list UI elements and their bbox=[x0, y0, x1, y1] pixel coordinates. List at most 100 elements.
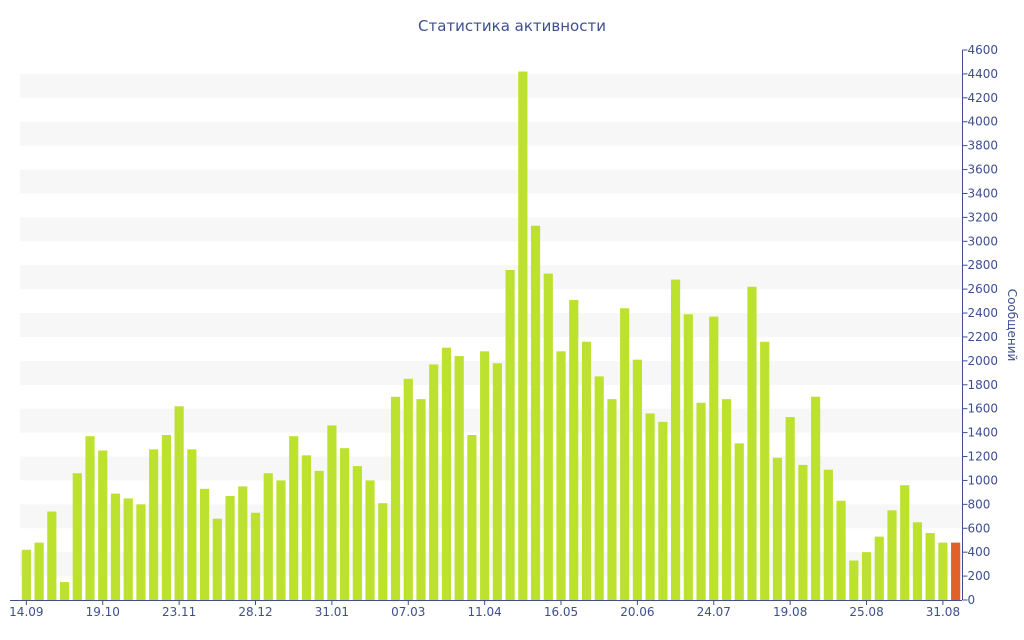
bar[interactable] bbox=[391, 397, 400, 600]
bar[interactable] bbox=[786, 417, 795, 600]
bar[interactable] bbox=[531, 226, 540, 600]
bar[interactable] bbox=[340, 448, 349, 600]
y-tick-label: 1600 bbox=[968, 402, 999, 416]
bar[interactable] bbox=[849, 561, 858, 600]
bar[interactable] bbox=[913, 522, 922, 600]
bar[interactable] bbox=[365, 480, 374, 600]
y-axis: 0200400600800100012001400160018002000220… bbox=[963, 43, 999, 607]
bar[interactable] bbox=[836, 501, 845, 600]
grid-band bbox=[20, 313, 962, 337]
bar[interactable] bbox=[162, 435, 171, 600]
bar[interactable] bbox=[506, 270, 515, 600]
bar[interactable] bbox=[556, 351, 565, 600]
bar[interactable] bbox=[455, 356, 464, 600]
bar[interactable] bbox=[225, 496, 234, 600]
bar[interactable] bbox=[696, 403, 705, 600]
bar[interactable] bbox=[900, 485, 909, 600]
grid-band bbox=[20, 552, 962, 576]
bar[interactable] bbox=[646, 413, 655, 600]
y-tick-label: 1200 bbox=[968, 450, 999, 464]
bar[interactable] bbox=[416, 399, 425, 600]
bar[interactable] bbox=[887, 510, 896, 600]
bar[interactable] bbox=[595, 376, 604, 600]
bar[interactable] bbox=[544, 274, 553, 600]
bar[interactable] bbox=[47, 512, 56, 600]
bar[interactable] bbox=[251, 513, 260, 600]
x-tick-label: 14.09 bbox=[9, 605, 43, 619]
x-tick-label: 20.06 bbox=[620, 605, 654, 619]
y-tick-label: 4200 bbox=[968, 91, 999, 105]
bar[interactable] bbox=[582, 342, 591, 600]
bar[interactable] bbox=[149, 449, 158, 600]
grid-band bbox=[20, 504, 962, 528]
bar[interactable] bbox=[73, 473, 82, 600]
bar[interactable] bbox=[302, 455, 311, 600]
bar[interactable] bbox=[620, 308, 629, 600]
bar[interactable] bbox=[213, 519, 222, 600]
bar[interactable] bbox=[238, 486, 247, 600]
bar[interactable] bbox=[289, 436, 298, 600]
bar[interactable] bbox=[824, 470, 833, 600]
bar[interactable] bbox=[353, 466, 362, 600]
bar[interactable] bbox=[264, 473, 273, 600]
bar[interactable] bbox=[658, 422, 667, 600]
bar[interactable] bbox=[607, 399, 616, 600]
bar[interactable] bbox=[569, 300, 578, 600]
y-tick-label: 4400 bbox=[968, 67, 999, 81]
bar[interactable] bbox=[315, 471, 324, 600]
x-tick-label: 19.08 bbox=[773, 605, 807, 619]
bar[interactable] bbox=[518, 72, 527, 600]
bar[interactable] bbox=[747, 287, 756, 600]
bar[interactable] bbox=[938, 543, 947, 600]
bar[interactable] bbox=[798, 465, 807, 600]
bar[interactable] bbox=[276, 480, 285, 600]
bar[interactable] bbox=[467, 435, 476, 600]
bar[interactable] bbox=[378, 503, 387, 600]
bar[interactable] bbox=[60, 582, 69, 600]
bar[interactable] bbox=[98, 451, 107, 600]
bar[interactable] bbox=[175, 406, 184, 600]
bar[interactable] bbox=[633, 360, 642, 600]
x-tick-label: 31.01 bbox=[315, 605, 349, 619]
bar[interactable] bbox=[187, 449, 196, 600]
bar-current[interactable] bbox=[951, 543, 960, 600]
y-tick-label: 400 bbox=[968, 545, 991, 559]
bar[interactable] bbox=[404, 379, 413, 600]
bar[interactable] bbox=[875, 537, 884, 600]
bar[interactable] bbox=[735, 443, 744, 600]
bar[interactable] bbox=[35, 543, 44, 600]
chart-title: Статистика активности bbox=[418, 17, 606, 35]
bar[interactable] bbox=[722, 399, 731, 600]
bar[interactable] bbox=[684, 314, 693, 600]
bar[interactable] bbox=[327, 425, 336, 600]
bar[interactable] bbox=[773, 458, 782, 600]
x-axis: 14.09 19.10 23.11 28.12 31.01 07.03 11.04 16.05… bbox=[9, 600, 962, 619]
bar[interactable] bbox=[811, 397, 820, 600]
bar[interactable] bbox=[200, 489, 209, 600]
bar[interactable] bbox=[136, 504, 145, 600]
bar[interactable] bbox=[862, 552, 871, 600]
bar[interactable] bbox=[493, 363, 502, 600]
y-tick-label: 2600 bbox=[968, 282, 999, 296]
x-tick-label: 31.08 bbox=[926, 605, 960, 619]
y-tick-label: 2400 bbox=[968, 306, 999, 320]
y-tick-label: 3000 bbox=[968, 234, 999, 248]
bar[interactable] bbox=[926, 533, 935, 600]
bar[interactable] bbox=[85, 436, 94, 600]
bar[interactable] bbox=[671, 280, 680, 600]
bar[interactable] bbox=[124, 498, 133, 600]
bar[interactable] bbox=[22, 550, 31, 600]
x-tick-label: 16.05 bbox=[544, 605, 578, 619]
x-tick-label: 19.10 bbox=[86, 605, 120, 619]
y-tick-label: 2000 bbox=[968, 354, 999, 368]
grid-band bbox=[20, 122, 962, 146]
bar[interactable] bbox=[429, 364, 438, 600]
bar[interactable] bbox=[709, 317, 718, 600]
bar[interactable] bbox=[760, 342, 769, 600]
bar[interactable] bbox=[480, 351, 489, 600]
bar[interactable] bbox=[111, 494, 120, 600]
grid-band bbox=[20, 74, 962, 98]
bar[interactable] bbox=[442, 348, 451, 600]
